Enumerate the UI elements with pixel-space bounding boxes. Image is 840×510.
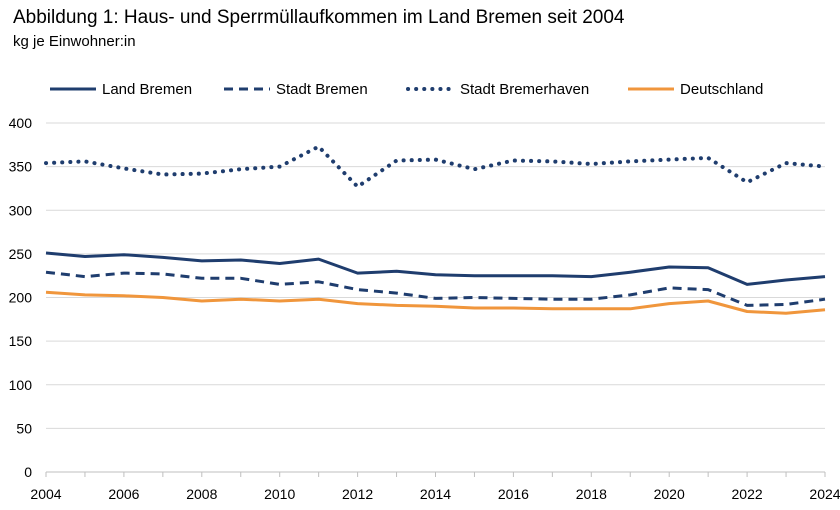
series-lines [44,144,827,315]
y-tick-label-400: 400 [9,115,33,131]
x-tick-label-2012: 2012 [342,486,373,502]
y-tick-label-50: 50 [16,420,32,436]
legend-label-deutschland: Deutschland [680,81,763,98]
x-tick-label-2024: 2024 [809,486,840,502]
x-tick-label-2018: 2018 [576,486,607,502]
legend-label-land-bremen: Land Bremen [102,81,192,98]
x-tick-label-2004: 2004 [30,486,61,502]
x-tick-label-2010: 2010 [264,486,295,502]
x-tick-label-2022: 2022 [732,486,763,502]
series-line-stadt-bremen [45,270,826,307]
legend-label-stadt-bremen: Stadt Bremen [276,81,368,98]
chart-title: Abbildung 1: Haus- und Sperrmüllaufkomme… [13,7,625,28]
legend-label-stadt-bremerhaven: Stadt Bremerhaven [460,81,589,98]
series-line-stadt-bremerhaven [44,144,827,189]
x-tick-label-2006: 2006 [108,486,139,502]
y-tick-label-150: 150 [9,333,33,349]
y-tick-label-0: 0 [24,464,32,480]
y-tick-label-200: 200 [9,290,33,306]
legend: Land Bremen Stadt Bremen Stadt Bremerhaven… [50,81,763,98]
x-tick-label-2008: 2008 [186,486,217,502]
x-tick-label-2014: 2014 [420,486,451,502]
series-line-land-bremen [45,251,826,286]
y-tick-label-100: 100 [9,377,33,393]
x-tick-label-2020: 2020 [654,486,685,502]
series-line-deutschland [45,290,826,315]
x-axis: 2004 2006 2008 2010 2012 2014 2016 2018 2020 2022… [30,471,840,502]
chart-subtitle: kg je Einwohner:in [13,33,136,50]
y-tick-label-250: 250 [9,246,33,262]
y-tick-label-350: 350 [9,159,33,175]
y-tick-label-300: 300 [9,202,33,218]
x-tick-label-2016: 2016 [498,486,529,502]
y-axis: 0 50 100 150 200 250 300 350 400 [9,115,33,480]
